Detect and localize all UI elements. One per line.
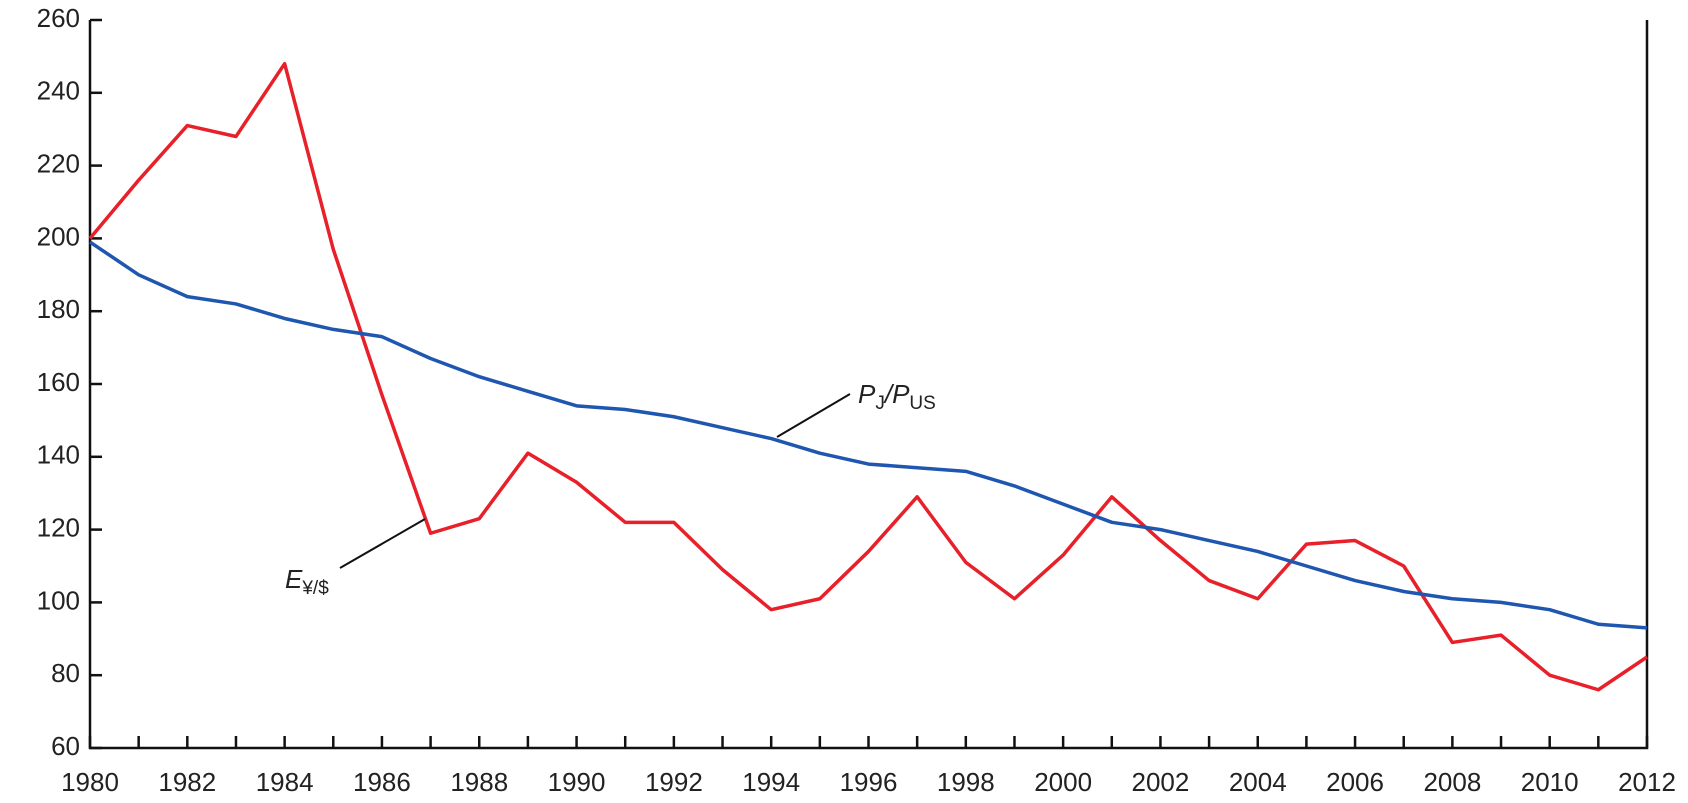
x-tick-label: 1982 bbox=[158, 767, 216, 797]
series-label-part: / bbox=[883, 379, 895, 409]
x-tick-label: 2010 bbox=[1521, 767, 1579, 797]
leader-line bbox=[776, 393, 851, 438]
series-label-part: ¥/$ bbox=[301, 578, 329, 599]
x-tick-label: 2000 bbox=[1034, 767, 1092, 797]
series-label-part: E bbox=[285, 564, 303, 594]
x-tick-label: 1994 bbox=[742, 767, 800, 797]
series-label-part: US bbox=[909, 393, 935, 414]
leader-line bbox=[339, 518, 426, 569]
x-tick-label: 1996 bbox=[840, 767, 898, 797]
y-tick-label: 80 bbox=[51, 658, 80, 688]
x-tick-label: 1984 bbox=[256, 767, 314, 797]
series-label: PJ/PUS bbox=[858, 379, 936, 414]
series-label-part: P bbox=[858, 379, 876, 409]
y-tick-label: 240 bbox=[37, 76, 80, 106]
y-tick-label: 220 bbox=[37, 148, 80, 178]
y-tick-label: 60 bbox=[51, 731, 80, 761]
series-label: E¥/$ bbox=[285, 564, 329, 599]
x-tick-label: 2002 bbox=[1132, 767, 1190, 797]
x-tick-label: 1980 bbox=[61, 767, 119, 797]
x-tick-label: 1986 bbox=[353, 767, 411, 797]
y-tick-label: 140 bbox=[37, 440, 80, 470]
y-tick-label: 260 bbox=[37, 3, 80, 33]
x-tick-label: 1998 bbox=[937, 767, 995, 797]
y-tick-label: 160 bbox=[37, 367, 80, 397]
y-tick-label: 120 bbox=[37, 512, 80, 542]
series-label-part: P bbox=[892, 379, 910, 409]
x-tick-label: 2006 bbox=[1326, 767, 1384, 797]
series-line bbox=[89, 240, 1648, 630]
x-tick-label: 1990 bbox=[548, 767, 606, 797]
x-tick-label: 2004 bbox=[1229, 767, 1287, 797]
x-tick-label: 1992 bbox=[645, 767, 703, 797]
x-tick-label: 2012 bbox=[1618, 767, 1676, 797]
series-line bbox=[88, 61, 1648, 692]
y-tick-label: 100 bbox=[37, 585, 80, 615]
y-tick-label: 180 bbox=[37, 294, 80, 324]
y-tick-label: 200 bbox=[37, 221, 80, 251]
x-tick-label: 2008 bbox=[1423, 767, 1481, 797]
series-label-part: J bbox=[875, 393, 885, 414]
x-tick-label: 1988 bbox=[450, 767, 508, 797]
